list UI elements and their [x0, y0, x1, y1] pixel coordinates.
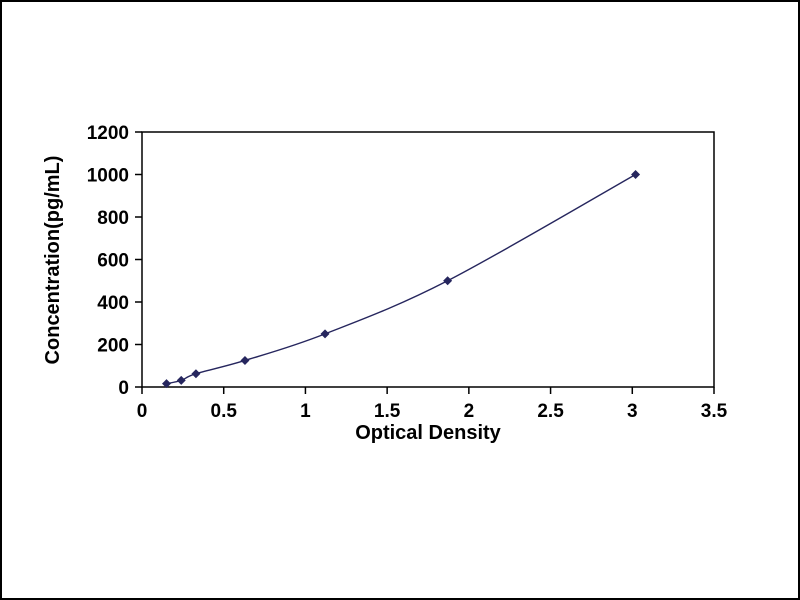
curve-line — [166, 173, 636, 385]
y-tick-label: 1200 — [87, 123, 129, 144]
plot-frame — [141, 131, 715, 388]
x-tick-label: 2.5 — [537, 401, 564, 422]
data-point-marker — [191, 369, 201, 379]
x-axis-title: Optical Density — [355, 422, 501, 444]
y-tick-label: 600 — [97, 251, 129, 272]
x-tick-label: 1.5 — [374, 401, 401, 422]
x-tick-label: 3.5 — [701, 401, 728, 422]
y-tick-label: 1000 — [87, 166, 129, 187]
x-tick-label: 0 — [137, 401, 148, 422]
x-tick-label: 3 — [627, 401, 638, 422]
x-tick-label: 0.5 — [211, 401, 238, 422]
data-point-marker — [162, 379, 172, 389]
x-tick-label: 1 — [300, 401, 311, 422]
data-point-marker — [631, 170, 641, 179]
chart-dynamic-layer: 0 0.5 1 1.5 2 2.5 3 3.5 0 200 400 600 800 1000 1200 — [87, 123, 728, 422]
data-point-marker — [240, 355, 250, 365]
x-tick-label: 2 — [464, 401, 475, 422]
data-point-marker — [443, 276, 453, 286]
y-tick-label: 400 — [97, 293, 129, 314]
data-point-marker — [176, 375, 186, 385]
y-axis-title: Concentration(pg/mL) — [42, 156, 64, 365]
y-tick-label: 200 — [97, 336, 129, 357]
y-tick-label: 800 — [97, 208, 129, 229]
data-point-marker — [320, 329, 330, 339]
y-tick-label: 0 — [118, 378, 129, 399]
